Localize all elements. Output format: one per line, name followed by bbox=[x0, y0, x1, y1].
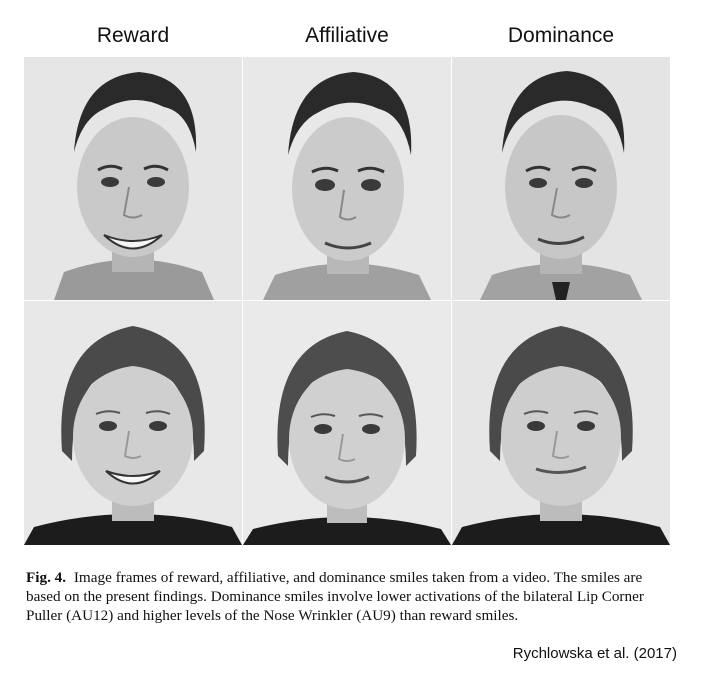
photo-male-reward bbox=[24, 57, 242, 300]
photo-female-affiliative bbox=[243, 301, 451, 545]
photo-female-reward bbox=[24, 301, 242, 545]
figure-caption-text: Image frames of reward, affiliative, and… bbox=[26, 569, 644, 624]
column-header-affiliative: Affiliative bbox=[305, 24, 389, 47]
photo-female-dominance bbox=[452, 301, 670, 545]
column-header-reward: Reward bbox=[96, 24, 170, 47]
figure-label: Fig. 4. bbox=[26, 569, 67, 586]
column-header-dominance: Dominance bbox=[507, 24, 615, 47]
photo-male-dominance bbox=[452, 57, 670, 300]
source-credit: Rychlowska et al. (2017) bbox=[512, 645, 677, 662]
figure-caption: Fig. 4. Image frames of reward, affiliat… bbox=[26, 568, 676, 625]
photo-male-affiliative bbox=[243, 57, 451, 300]
